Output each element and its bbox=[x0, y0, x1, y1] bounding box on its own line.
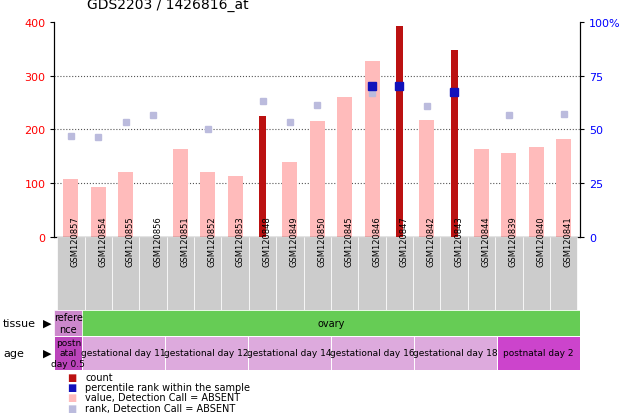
Text: GSM120857: GSM120857 bbox=[71, 216, 80, 266]
Text: percentile rank within the sample: percentile rank within the sample bbox=[85, 382, 250, 392]
Text: GSM120852: GSM120852 bbox=[208, 216, 217, 266]
Bar bbox=[82, 337, 165, 370]
Bar bbox=[474, 150, 489, 237]
Bar bbox=[556, 139, 571, 237]
Text: count: count bbox=[85, 372, 113, 382]
Text: GSM120856: GSM120856 bbox=[153, 216, 162, 266]
Bar bbox=[57, 237, 85, 310]
Text: gestational day 16: gestational day 16 bbox=[330, 349, 415, 358]
Text: refere
nce: refere nce bbox=[54, 312, 83, 334]
Text: GSM120855: GSM120855 bbox=[126, 216, 135, 266]
Text: GSM120851: GSM120851 bbox=[180, 216, 189, 266]
Bar bbox=[91, 188, 106, 237]
Text: gestational day 14: gestational day 14 bbox=[247, 349, 332, 358]
Bar bbox=[165, 337, 248, 370]
Text: GSM120850: GSM120850 bbox=[317, 216, 326, 266]
Text: GSM120845: GSM120845 bbox=[345, 216, 354, 266]
Bar bbox=[419, 121, 435, 237]
Text: GSM120844: GSM120844 bbox=[481, 216, 490, 266]
Bar bbox=[331, 337, 414, 370]
Bar bbox=[249, 237, 276, 310]
Text: GSM120843: GSM120843 bbox=[454, 216, 463, 266]
Text: GSM120846: GSM120846 bbox=[372, 216, 381, 266]
Bar bbox=[396, 26, 403, 237]
Bar bbox=[167, 237, 194, 310]
Text: GSM120854: GSM120854 bbox=[98, 216, 107, 266]
Bar bbox=[85, 237, 112, 310]
Bar bbox=[365, 62, 379, 237]
Text: ovary: ovary bbox=[317, 318, 345, 328]
Bar bbox=[386, 237, 413, 310]
Bar bbox=[310, 122, 325, 237]
Bar bbox=[222, 237, 249, 310]
Bar bbox=[54, 310, 82, 337]
Text: GSM120839: GSM120839 bbox=[509, 216, 518, 266]
Text: GSM120840: GSM120840 bbox=[537, 216, 545, 266]
Bar bbox=[495, 237, 522, 310]
Text: gestational day 12: gestational day 12 bbox=[164, 349, 249, 358]
Bar bbox=[63, 180, 78, 237]
Bar bbox=[112, 237, 139, 310]
Bar bbox=[440, 237, 468, 310]
Bar bbox=[304, 237, 331, 310]
Text: rank, Detection Call = ABSENT: rank, Detection Call = ABSENT bbox=[85, 403, 235, 413]
Text: gestational day 11: gestational day 11 bbox=[81, 349, 166, 358]
Bar bbox=[337, 98, 352, 237]
Bar bbox=[451, 51, 458, 237]
Text: ■: ■ bbox=[67, 403, 76, 413]
Text: ▶: ▶ bbox=[43, 318, 51, 328]
Text: postnatal day 2: postnatal day 2 bbox=[503, 349, 574, 358]
Bar bbox=[118, 173, 133, 237]
Text: ■: ■ bbox=[67, 392, 76, 402]
Bar bbox=[529, 147, 544, 237]
Bar bbox=[413, 237, 440, 310]
Bar bbox=[194, 237, 222, 310]
Text: GSM120853: GSM120853 bbox=[235, 216, 244, 266]
Text: tissue: tissue bbox=[3, 318, 36, 328]
Bar bbox=[468, 237, 495, 310]
Text: age: age bbox=[3, 348, 24, 358]
Bar bbox=[248, 337, 331, 370]
Bar bbox=[414, 337, 497, 370]
Text: GSM120848: GSM120848 bbox=[263, 216, 272, 266]
Bar bbox=[276, 237, 304, 310]
Text: GSM120841: GSM120841 bbox=[563, 216, 572, 266]
Bar bbox=[501, 153, 517, 237]
Bar bbox=[550, 237, 578, 310]
Text: ■: ■ bbox=[67, 372, 76, 382]
Text: gestational day 18: gestational day 18 bbox=[413, 349, 498, 358]
Bar bbox=[283, 162, 297, 237]
Bar bbox=[331, 237, 358, 310]
Text: ▶: ▶ bbox=[43, 348, 51, 358]
Bar bbox=[497, 337, 580, 370]
Bar bbox=[173, 150, 188, 237]
Bar bbox=[259, 116, 266, 237]
Bar bbox=[358, 237, 386, 310]
Bar bbox=[228, 177, 243, 237]
Text: value, Detection Call = ABSENT: value, Detection Call = ABSENT bbox=[85, 392, 240, 402]
Bar bbox=[522, 237, 550, 310]
Bar bbox=[54, 337, 82, 370]
Text: GDS2203 / 1426816_at: GDS2203 / 1426816_at bbox=[87, 0, 248, 12]
Text: ■: ■ bbox=[67, 382, 76, 392]
Text: postn
atal
day 0.5: postn atal day 0.5 bbox=[51, 338, 85, 368]
Bar bbox=[139, 237, 167, 310]
Text: GSM120849: GSM120849 bbox=[290, 216, 299, 266]
Text: GSM120842: GSM120842 bbox=[427, 216, 436, 266]
Bar bbox=[200, 173, 215, 237]
Text: GSM120847: GSM120847 bbox=[399, 216, 408, 266]
